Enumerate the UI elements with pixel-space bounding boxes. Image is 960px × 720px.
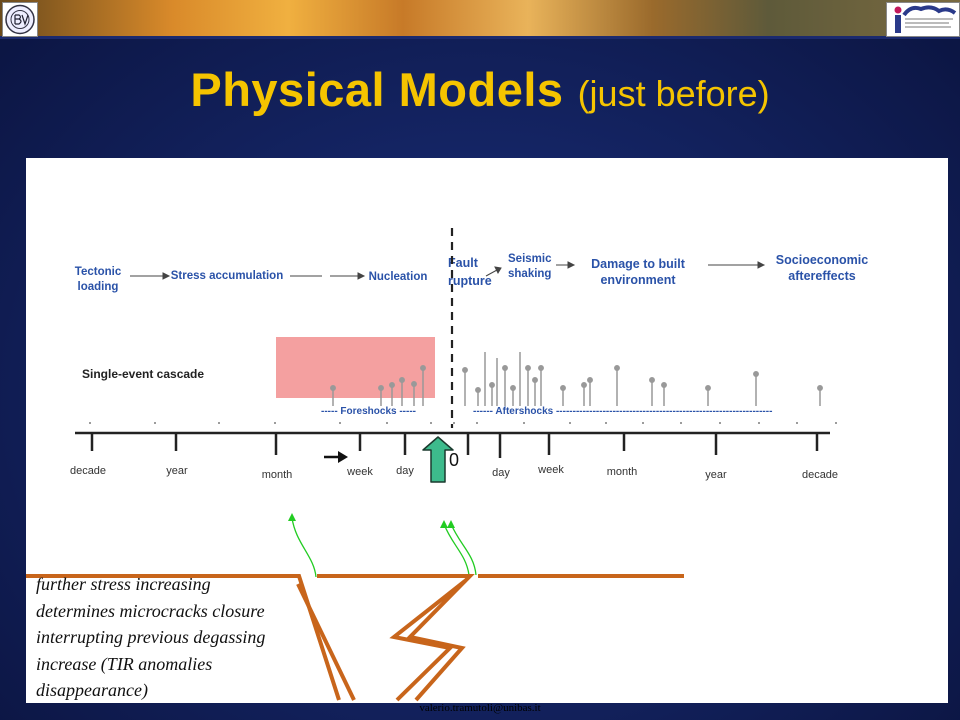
caption-line: disappearance) <box>36 680 148 700</box>
tick-label-week-left: week <box>346 466 373 478</box>
process-label-damage-1: Damage to built <box>591 257 686 271</box>
seismic-cascade-diagram: Tectonic loading Stress accumulation Nuc… <box>26 228 868 702</box>
tick-label-month-left: month <box>262 469 293 481</box>
tick-label-year-right: year <box>705 469 727 481</box>
tick-label-month-right: month <box>607 466 638 478</box>
caption-line: increase (TIR anomalies <box>36 653 213 674</box>
caption-line: further stress increasing <box>36 574 211 594</box>
title-main: Physical Models <box>190 63 564 116</box>
process-label-stress: Stress accumulation <box>171 270 283 282</box>
process-label-socio-1: Socioeconomic <box>776 253 868 267</box>
footer-email: valerio.tramutoli@unibas.it <box>419 702 541 714</box>
foreshock-stems <box>330 365 426 406</box>
fault-line-inner <box>296 583 356 701</box>
tick-label-day-left: day <box>396 465 414 477</box>
process-label-fault-1: Fault <box>448 256 479 270</box>
right-arrow-icon <box>757 261 766 269</box>
up-arrow-icon <box>422 436 454 483</box>
process-label-socio-2: aftereffects <box>788 269 855 283</box>
aftershocks-label: ------ Aftershocks ---------------------… <box>473 406 772 417</box>
right-arrow-icon <box>567 261 576 269</box>
dotted-tick-row <box>89 422 837 424</box>
timeline-axis <box>75 431 830 458</box>
caption-text: further stress increasing determines mic… <box>36 571 316 704</box>
right-arrow-icon <box>357 272 366 280</box>
caption-line: interrupting previous degassing <box>36 627 266 647</box>
right-arrow-icon <box>494 266 502 275</box>
tick-label-day-right: day <box>492 467 510 479</box>
process-label-fault-2: rupture <box>448 274 492 288</box>
chain-arrow-3 <box>485 269 498 277</box>
page-title: Physical Models (just before) <box>0 62 960 117</box>
tick-label-week-right: week <box>537 464 564 476</box>
process-label-damage-2: environment <box>600 273 676 287</box>
caption-line: determines microcracks closure <box>36 600 265 621</box>
right-arrow-icon <box>324 451 348 463</box>
process-label-tectonic-2: loading <box>78 281 119 293</box>
foreshocks-label: ----- Foreshocks ----- <box>321 406 416 417</box>
tick-label-decade-left: decade <box>70 465 106 477</box>
process-label-tectonic-1: Tectonic <box>75 266 122 278</box>
tick-label-decade-right: decade <box>802 469 838 481</box>
banner-divider <box>0 36 960 39</box>
tick-label-year-left: year <box>166 465 188 477</box>
origin-zero-label: 0 <box>449 450 459 470</box>
title-sub: (just before) <box>577 73 770 114</box>
process-label-nucleation: Nucleation <box>369 271 428 283</box>
university-logo-icon <box>2 2 38 37</box>
content-panel: Tectonic loading Stress accumulation Nuc… <box>26 158 948 703</box>
fault-lines <box>26 574 684 702</box>
right-arrow-icon <box>162 272 171 280</box>
up-arrow-icon <box>288 513 455 528</box>
precursor-highlight-box <box>276 337 435 398</box>
process-label-seismic-1: Seismic <box>508 253 552 265</box>
process-label-seismic-2: shaking <box>508 268 551 280</box>
imaa-logo-icon <box>886 2 960 37</box>
top-banner-image <box>0 0 960 36</box>
aftershock-stems <box>462 352 823 406</box>
cascade-label: Single-event cascade <box>82 367 204 381</box>
gas-arrows <box>291 517 477 578</box>
